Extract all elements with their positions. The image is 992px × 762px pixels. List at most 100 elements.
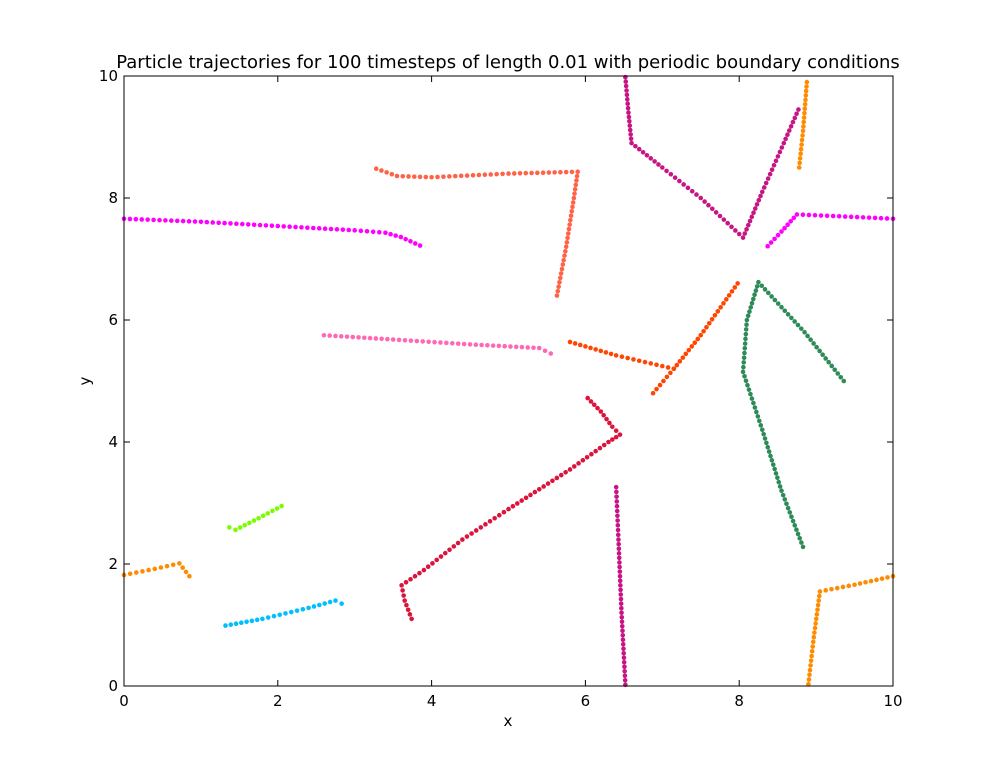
trajectory-6-segment-0-point-27 xyxy=(479,342,484,348)
trajectory-4-segment-0-point-43 xyxy=(742,350,747,356)
trajectory-4-segment-0-point-69 xyxy=(772,466,777,472)
trajectory-7-segment-0-point-20 xyxy=(576,461,581,466)
trajectory-2-segment-0-point-30 xyxy=(689,188,695,194)
trajectory-5-segment-1-point-8 xyxy=(695,336,701,342)
trajectory-0-segment-1-point-12 xyxy=(812,212,818,218)
trajectory-7-segment-0-point-38 xyxy=(496,512,502,518)
trajectory-7-segment-0-point-54 xyxy=(425,564,431,570)
trajectory-1-segment-0-point-37 xyxy=(574,178,579,183)
trajectory-7-segment-0-point-28 xyxy=(541,484,546,489)
y-tick-label-4: 8 xyxy=(108,189,118,207)
trajectory-4-segment-0-point-41 xyxy=(742,341,748,346)
trajectory-4-segment-0-point-2 xyxy=(835,371,841,376)
trajectory-9-segment-0-point-7 xyxy=(260,616,265,622)
trajectory-5-segment-1-point-4 xyxy=(683,351,689,357)
trajectory-2-segment-0-point-65 xyxy=(781,140,787,146)
trajectory-7-segment-0-point-10 xyxy=(617,432,623,437)
trajectory-8-segment-0-point-4 xyxy=(247,520,252,526)
trajectory-8-segment-0-point-11 xyxy=(279,503,284,509)
trajectory-1-segment-0-point-35 xyxy=(575,169,581,175)
trajectory-0-segment-0-point-25 xyxy=(269,223,275,229)
trajectory-7-segment-0-point-23 xyxy=(563,469,568,475)
trajectory-1-segment-0-point-12 xyxy=(441,174,446,179)
trajectory-7-segment-0-point-63 xyxy=(402,598,407,603)
trajectory-2-segment-1-point-3 xyxy=(614,499,620,504)
trajectory-5-segment-1-point-22 xyxy=(735,281,740,286)
trajectory-6-segment-0-point-8 xyxy=(367,335,373,341)
trajectory-9-segment-0-point-6 xyxy=(254,617,260,623)
trajectory-0-segment-0-point-47 xyxy=(398,234,404,240)
trajectory-1-segment-0-point-2 xyxy=(384,170,389,175)
trajectory-3-segment-1-point-1 xyxy=(127,571,133,577)
trajectory-2-segment-0-point-56 xyxy=(763,180,769,186)
y-tick-label-5: 10 xyxy=(99,67,118,85)
y-tick-label-1: 2 xyxy=(108,555,118,573)
trajectory-0-segment-1-point-20 xyxy=(860,215,866,220)
trajectory-9-segment-0-point-12 xyxy=(288,609,294,615)
trajectory-1-segment-0-point-45 xyxy=(568,213,574,219)
trajectory-1-segment-0-point-51 xyxy=(564,240,570,245)
trajectory-3-segment-2-point-28 xyxy=(863,580,868,585)
trajectory-7-segment-0-point-36 xyxy=(506,506,511,512)
trajectory-3-segment-2-point-11 xyxy=(812,630,817,635)
trajectory-9-segment-0-point-19 xyxy=(327,599,333,605)
trajectory-4-segment-0-point-62 xyxy=(762,436,768,441)
trajectory-0-segment-0-point-9 xyxy=(174,218,180,224)
trajectory-0-segment-0-point-14 xyxy=(204,219,210,225)
trajectory-2-segment-0-point-6 xyxy=(625,101,630,107)
trajectory-2-segment-0-point-31 xyxy=(694,192,699,197)
trajectory-2-segment-0-point-25 xyxy=(668,171,674,177)
trajectory-2-segment-1-point-30 xyxy=(619,624,625,629)
trajectory-7-segment-0-point-15 xyxy=(597,445,603,451)
trajectory-0-segment-0-point-16 xyxy=(216,220,221,226)
y-tick-label-2: 4 xyxy=(108,433,118,451)
trajectory-2-segment-0-point-4 xyxy=(624,92,630,98)
trajectory-4-segment-0-point-85 xyxy=(797,535,803,541)
trajectory-2-segment-0-point-51 xyxy=(754,202,760,207)
trajectory-5-segment-1-point-20 xyxy=(729,289,735,294)
trajectory-0-segment-1-point-24 xyxy=(884,216,890,221)
trajectory-4-segment-0-point-26 xyxy=(759,283,765,289)
trajectory-5-segment-1-point-18 xyxy=(724,297,729,302)
trajectory-7-segment-0-point-48 xyxy=(451,544,457,549)
trajectory-3-segment-2-point-16 xyxy=(815,607,820,613)
trajectory-7-segment-0-point-42 xyxy=(478,525,484,530)
trajectory-2-segment-0-point-72 xyxy=(794,111,799,117)
trajectory-0-segment-1-point-22 xyxy=(872,215,878,221)
trajectory-1-segment-0-point-34 xyxy=(569,169,575,175)
trajectory-4-segment-0-point-66 xyxy=(768,453,773,459)
trajectory-1-segment-0-point-21 xyxy=(494,171,499,177)
trajectory-1-segment-0-point-38 xyxy=(573,182,579,188)
trajectory-2-segment-0-point-1 xyxy=(623,79,629,84)
trajectory-2-segment-1-point-0 xyxy=(613,484,619,490)
trajectory-7-segment-0-point-52 xyxy=(434,557,440,563)
y-tick-label-3: 6 xyxy=(108,311,118,329)
trajectory-4-segment-0-point-77 xyxy=(784,501,789,507)
trajectory-7-segment-0-point-37 xyxy=(501,509,507,515)
trajectory-2-segment-1-point-40 xyxy=(622,668,627,674)
trajectory-4-segment-0-point-45 xyxy=(741,360,747,365)
trajectory-7-segment-0-point-60 xyxy=(399,583,404,588)
trajectory-1-segment-0-point-16 xyxy=(464,173,470,178)
trajectory-3-segment-2-point-3 xyxy=(807,667,813,673)
trajectory-3-segment-2-point-22 xyxy=(829,586,834,592)
x-tick-label-4: 8 xyxy=(734,692,744,710)
trajectory-4-segment-0-point-42 xyxy=(742,345,748,351)
trajectory-6-segment-0-point-17 xyxy=(420,339,426,344)
trajectory-4-segment-0-point-60 xyxy=(759,427,765,433)
trajectory-2-segment-0-point-39 xyxy=(725,220,730,226)
trajectory-1-segment-0-point-59 xyxy=(558,275,563,281)
trajectory-5-segment-1-point-1 xyxy=(674,362,680,368)
trajectory-4-segment-0-point-5 xyxy=(826,359,831,365)
trajectory-0-segment-0-point-26 xyxy=(275,223,281,229)
trajectory-2-segment-1-point-17 xyxy=(617,564,622,570)
trajectory-6-segment-0-point-7 xyxy=(362,335,367,341)
trajectory-7-segment-0-point-40 xyxy=(487,519,493,524)
trajectory-9-segment-0-point-17 xyxy=(317,602,322,608)
trajectory-1-segment-0-point-32 xyxy=(558,169,563,175)
trajectory-2-segment-0-point-68 xyxy=(786,128,792,133)
trajectory-7-segment-0-point-2 xyxy=(591,402,597,408)
trajectory-6-segment-0-point-21 xyxy=(444,340,449,346)
trajectory-7-segment-0-point-0 xyxy=(585,395,591,401)
trajectory-9-segment-0-point-16 xyxy=(311,604,317,609)
